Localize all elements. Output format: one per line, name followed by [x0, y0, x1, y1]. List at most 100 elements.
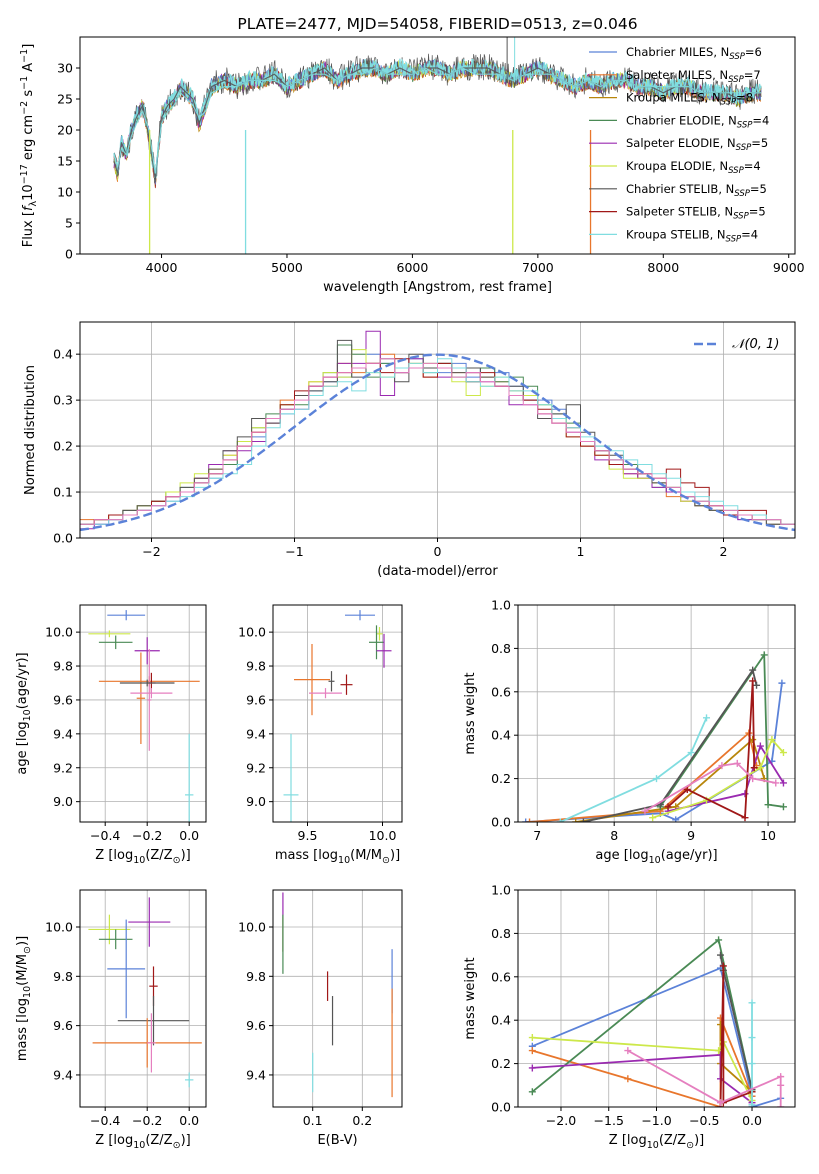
legend-text: Salpeter ELODIE, N — [626, 136, 736, 150]
x-axis-label: Z [log10(Z/Z⊙)] — [95, 848, 190, 866]
label-part: 10 — [649, 855, 661, 866]
weight-line — [531, 938, 753, 1093]
y-tick-label: 0.8 — [491, 641, 511, 656]
weight-line — [559, 717, 708, 822]
y-tick-label: 9.0 — [53, 794, 73, 809]
weight-line — [659, 652, 784, 808]
x-tick-label: −2 — [142, 544, 160, 559]
label-part: (age/yr)] — [661, 848, 718, 863]
label-part: )] — [181, 1133, 191, 1148]
weight-marker — [764, 801, 772, 809]
weight-marker — [749, 775, 757, 783]
label-part: (age/yr)] — [15, 652, 30, 709]
legend-text: Chabrier MILES, N — [626, 45, 729, 59]
legend-entry: Kroupa ELODIE, NSSP=4 — [626, 159, 761, 176]
weight-marker — [715, 936, 723, 944]
weight-line — [719, 965, 753, 1107]
label-part: mass weight — [463, 672, 478, 754]
x-tick-label: −0.5 — [689, 1113, 719, 1128]
y-axis-label: mass [log10(M/M⊙)] — [15, 936, 33, 1061]
x-axis-label: wavelength [Angstrom, rest frame] — [323, 280, 552, 295]
spectrum-series — [113, 67, 762, 174]
y-axis-label: mass weight — [463, 957, 478, 1039]
legend-entry: Chabrier ELODIE, NSSP=4 — [626, 113, 769, 130]
plot-area — [88, 897, 202, 1088]
weight-marker — [703, 714, 711, 722]
y-tick-label: 25 — [57, 92, 73, 107]
weight-marker — [749, 666, 757, 674]
legend-value: =7 — [744, 68, 761, 82]
x-tick-label: 9.5 — [298, 828, 318, 843]
normal-curve — [80, 353, 795, 532]
y-tick-label: 20 — [57, 123, 73, 138]
label-part: )] — [15, 936, 30, 946]
plot-area — [113, 37, 762, 254]
label-part: Flux [ — [21, 211, 36, 247]
axes-frame — [272, 889, 403, 1108]
weight-marker — [748, 1060, 756, 1068]
y-tick-label: 9.4 — [53, 1067, 73, 1082]
y-tick-label: 9.6 — [246, 1018, 266, 1033]
weight-marker — [741, 790, 749, 798]
label-part: log — [627, 1133, 647, 1148]
label-part: ⊙ — [173, 1140, 181, 1151]
weight-marker — [760, 651, 768, 659]
label-part: f — [21, 204, 36, 211]
weight-marker — [572, 818, 580, 822]
label-part: 10 — [22, 986, 33, 998]
weight-marker — [579, 818, 587, 822]
label-part: −1 — [19, 76, 30, 90]
weight-marker — [777, 1103, 785, 1107]
plot-area — [528, 936, 785, 1107]
legend-entry: Chabrier STELIB, NSSP=5 — [626, 182, 767, 199]
weight-marker — [718, 762, 726, 770]
y-tick-label: 0.2 — [491, 1056, 511, 1071]
legend-entry: Chabrier MILES, NSSP=6 — [626, 45, 762, 62]
weight-marker — [528, 1064, 536, 1072]
label-part: Z [ — [609, 1133, 627, 1148]
weight-marker — [779, 779, 787, 787]
label-part: ⊙ — [382, 855, 390, 866]
legend-entry: Salpeter STELIB, NSSP=5 — [626, 205, 766, 222]
spectrum-line — [113, 58, 762, 179]
weight-marker — [556, 818, 564, 822]
y-axis-label: Flux [fλ10−17 erg cm−2 s−1 A−1] — [19, 44, 39, 248]
label-part: (Z/Z — [659, 1133, 686, 1148]
weight-marker — [772, 779, 780, 787]
y-tick-label: 10.0 — [238, 625, 266, 640]
weight-line — [532, 1036, 753, 1101]
x-tick-label: 6000 — [397, 260, 429, 275]
legend-sub: SSP — [737, 120, 753, 130]
y-tick-label: 0.6 — [491, 684, 511, 699]
label-part: log — [318, 848, 338, 863]
legend-value: =5 — [750, 182, 767, 196]
x-tick-label: 1 — [577, 544, 585, 559]
weight-marker — [756, 764, 764, 772]
legend-value: =5 — [749, 205, 766, 219]
weight-marker — [528, 1034, 536, 1042]
weight-line — [529, 731, 758, 822]
x-tick-label: −1 — [285, 544, 303, 559]
x-tick-label: 10.0 — [369, 828, 397, 843]
y-tick-label: 9.8 — [53, 659, 73, 674]
label-part: ⊙ — [686, 1140, 694, 1151]
x-tick-label: 0.1 — [303, 1113, 323, 1128]
x-tick-label: −0.4 — [90, 1113, 120, 1128]
y-axis-label: age [log10(age/yr)] — [15, 652, 33, 774]
label-part: (M/M — [350, 848, 382, 863]
plot-area — [88, 610, 200, 822]
histogram-step — [80, 358, 795, 538]
label-part: (M/M — [15, 954, 30, 986]
label-part: ] — [21, 44, 36, 49]
axes-frame — [79, 889, 207, 1108]
label-part: log — [15, 998, 30, 1018]
legend-sub: SSP — [728, 166, 744, 176]
weight-line — [583, 667, 758, 822]
label-part: 10 — [21, 184, 36, 201]
y-tick-label: 0.2 — [53, 439, 73, 454]
label-part: A — [21, 63, 36, 76]
weight-marker — [653, 775, 660, 783]
label-part: 10 — [133, 1140, 145, 1151]
y-tick-label: 0.0 — [491, 1100, 511, 1115]
